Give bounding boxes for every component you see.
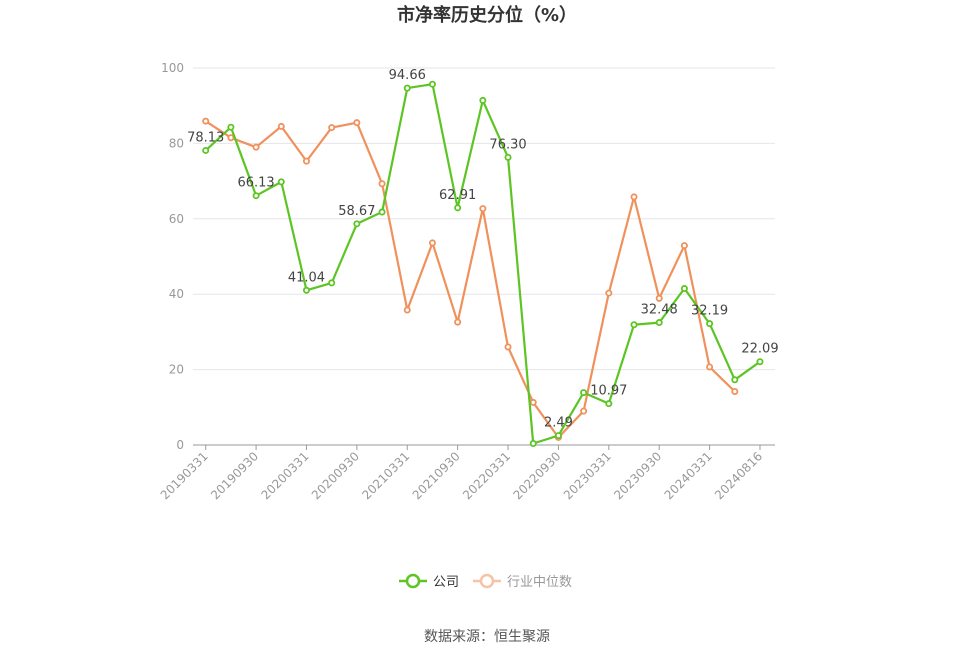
data-point-industry — [504, 343, 512, 351]
y-tick-label: 60 — [169, 212, 184, 226]
data-point-industry — [302, 157, 310, 165]
legend-industry-label: 行业中位数 — [507, 575, 572, 590]
x-tick-label: 20210331 — [359, 449, 412, 502]
y-tick-label: 0 — [176, 438, 184, 452]
data-source: 数据来源：恒生聚源 — [424, 629, 550, 645]
y-tick-label: 20 — [169, 363, 184, 377]
data-point-company — [756, 358, 764, 366]
data-point-company — [529, 439, 537, 447]
data-point-industry — [479, 205, 487, 213]
series-layer — [202, 80, 764, 447]
data-point-company — [277, 178, 285, 186]
data-point-industry — [227, 134, 235, 142]
y-tick-label: 80 — [169, 136, 184, 150]
data-point-industry — [731, 387, 739, 395]
data-label: 2.49 — [544, 416, 573, 431]
data-point-industry — [403, 306, 411, 314]
legend-industry-marker — [479, 573, 495, 589]
data-label: 22.09 — [741, 342, 778, 357]
data-point-company — [428, 80, 436, 88]
series-line-industry — [205, 120, 736, 439]
x-tick-label: 20190930 — [208, 449, 261, 502]
y-axis: 0 20 40 60 80 100 — [161, 61, 184, 452]
x-axis: 2019033120190930202003312020093020210331… — [158, 444, 775, 502]
data-point-industry — [328, 124, 336, 132]
data-point-company — [252, 192, 260, 200]
data-point-industry — [529, 398, 537, 406]
data-label: 10.97 — [590, 384, 627, 399]
legend-company-label: 公司 — [433, 575, 459, 590]
data-point-company — [378, 208, 386, 216]
y-tick-label: 40 — [169, 287, 184, 301]
data-point-industry — [706, 363, 714, 371]
data-point-company — [202, 146, 210, 154]
data-point-industry — [605, 289, 613, 297]
data-point-company — [680, 285, 688, 293]
data-label: 58.67 — [338, 204, 375, 219]
x-tick-label: 20240816 — [712, 449, 765, 502]
data-point-company — [479, 96, 487, 104]
data-point-industry — [655, 294, 663, 302]
data-label: 66.13 — [237, 176, 274, 191]
data-point-industry — [378, 180, 386, 188]
data-point-industry — [580, 407, 588, 415]
data-point-industry — [277, 122, 285, 130]
data-point-company — [403, 84, 411, 92]
data-point-industry — [630, 193, 638, 201]
data-point-industry — [680, 242, 688, 250]
data-label: 32.48 — [641, 303, 678, 318]
data-point-company — [706, 320, 714, 328]
x-tick-label: 20200930 — [309, 449, 362, 502]
data-point-company — [580, 389, 588, 397]
data-point-company — [328, 279, 336, 287]
data-label: 32.19 — [691, 304, 728, 319]
data-point-company — [655, 319, 663, 327]
data-point-company — [302, 286, 310, 294]
y-tick-label: 100 — [161, 61, 184, 75]
data-point-industry — [454, 318, 462, 326]
data-point-company — [630, 321, 638, 329]
x-tick-label: 20190331 — [158, 449, 211, 502]
data-point-company — [504, 153, 512, 161]
x-tick-label: 20230930 — [611, 449, 664, 502]
data-point-industry — [252, 143, 260, 151]
data-labels: 78.13 66.13 41.04 58.67 94.66 62.91 76.30 2.49 1… — [187, 68, 779, 430]
legend-company-marker — [405, 573, 421, 589]
x-tick-label: 20220331 — [460, 449, 513, 502]
data-point-industry — [353, 119, 361, 127]
data-point-company — [605, 400, 613, 408]
legend-item-industry[interactable]: 行业中位数 — [473, 573, 572, 590]
data-point-company — [554, 432, 562, 440]
legend: 公司 行业中位数 — [399, 573, 572, 590]
data-label: 76.30 — [489, 137, 526, 152]
data-point-company — [227, 123, 235, 131]
x-tick-label: 20200331 — [259, 449, 312, 502]
x-tick-label: 20220930 — [510, 449, 563, 502]
data-point-company — [454, 204, 462, 212]
data-point-industry — [202, 117, 210, 125]
x-tick-label: 20210930 — [410, 449, 463, 502]
data-point-industry — [428, 239, 436, 247]
x-tick-label: 20230331 — [561, 449, 614, 502]
data-label: 94.66 — [389, 68, 426, 83]
chart-title: 市净率历史分位（%） — [397, 4, 577, 26]
data-point-company — [731, 376, 739, 384]
x-tick-label: 20240331 — [662, 449, 715, 502]
data-label: 41.04 — [288, 270, 325, 285]
legend-item-company[interactable]: 公司 — [399, 573, 459, 590]
data-point-company — [353, 220, 361, 228]
data-label: 78.13 — [187, 130, 224, 145]
data-label: 62.91 — [439, 188, 476, 203]
